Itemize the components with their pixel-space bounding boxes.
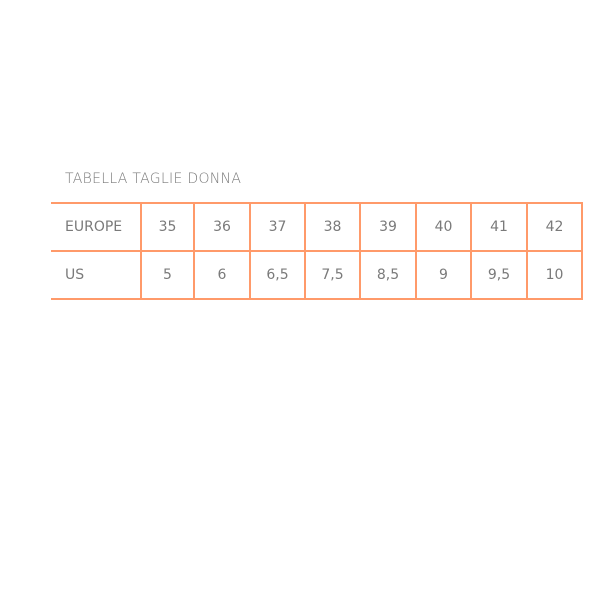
size-cell: 8,5 [359, 250, 416, 300]
size-cell: 39 [359, 202, 416, 252]
row-label: EUROPE [51, 202, 141, 252]
size-table: EUROPE 35 36 37 38 39 40 41 42 US 5 6 6,5 7,5 8,5 9 9,5 1… [51, 202, 583, 300]
size-cell: 42 [526, 202, 583, 252]
row-label: US [51, 250, 141, 300]
size-cell: 41 [470, 202, 527, 252]
size-cell: 37 [249, 202, 305, 252]
size-cell: 6 [193, 250, 250, 300]
size-cell: 5 [140, 250, 194, 300]
table-row: US 5 6 6,5 7,5 8,5 9 9,5 10 [51, 250, 583, 300]
size-cell: 10 [526, 250, 583, 300]
size-cell: 7,5 [304, 250, 360, 300]
size-cell: 36 [193, 202, 250, 252]
size-cell: 35 [140, 202, 194, 252]
size-cell: 38 [304, 202, 360, 252]
size-cell: 9,5 [470, 250, 527, 300]
table-title: TABELLA TAGLIE DONNA [65, 171, 242, 187]
table-row: EUROPE 35 36 37 38 39 40 41 42 [51, 202, 583, 252]
size-cell: 40 [415, 202, 471, 252]
size-cell: 6,5 [249, 250, 305, 300]
size-cell: 9 [415, 250, 471, 300]
